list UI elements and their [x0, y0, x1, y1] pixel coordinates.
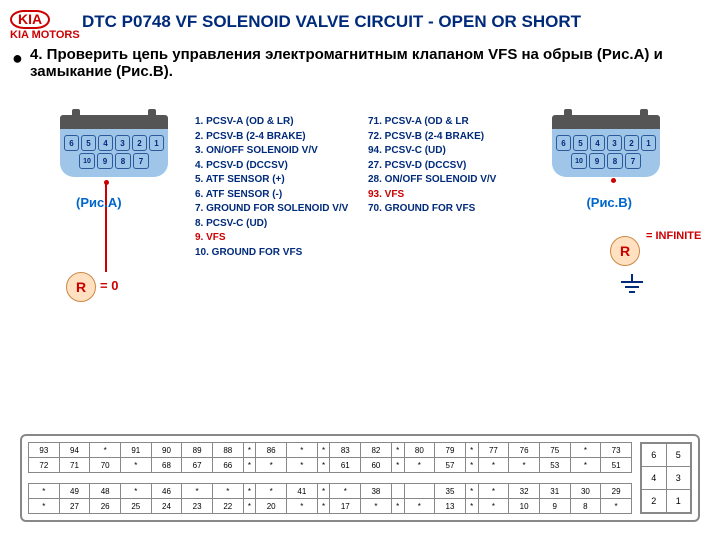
figure-a-label: (Рис.А): [76, 195, 122, 210]
pinout-item: 1. PCSV-A (OD & LR): [195, 115, 355, 130]
pinout-list-left: 1. PCSV-A (OD & LR)2. PCSV-B (2-4 BRAKE)…: [195, 115, 355, 260]
pin-2: 2: [132, 135, 147, 151]
pin-3: 3: [115, 135, 130, 151]
pinout-item: 94. PCSV-C (UD): [368, 144, 533, 159]
pinout-item: 8. PCSV-C (UD): [195, 217, 355, 232]
pin-3: 3: [607, 135, 622, 151]
bullet-icon: ●: [12, 48, 23, 69]
pinout-list-right: 71. PCSV-A (OD & LR72. PCSV-B (2-4 BRAKE…: [368, 115, 533, 217]
pinout-item: 2. PCSV-B (2-4 BRAKE): [195, 130, 355, 145]
probe-dot-b: [611, 178, 616, 183]
pinout-item: 27. PCSV-D (DCCSV): [368, 159, 533, 174]
pin-4: 4: [98, 135, 113, 151]
pin-9: 9: [97, 153, 113, 169]
pin-grid-main: 9394*91908988*86**8382*8079*777675*73727…: [28, 442, 632, 514]
pinout-item: 93. VFS: [368, 188, 533, 203]
pin-4: 4: [590, 135, 605, 151]
resistance-a-value: = 0: [100, 278, 118, 293]
pin-5: 5: [81, 135, 96, 151]
pinout-item: 72. PCSV-B (2-4 BRAKE): [368, 130, 533, 145]
pinout-item: 4. PCSV-D (DCCSV): [195, 159, 355, 174]
figure-b-label: (Рис.В): [586, 195, 632, 210]
resistance-a-circle: R: [66, 272, 96, 302]
pin-2: 2: [624, 135, 639, 151]
pin-7: 7: [133, 153, 149, 169]
pin-8: 8: [115, 153, 131, 169]
connector-b: 654321 10987: [552, 115, 660, 177]
pin-1: 1: [641, 135, 656, 151]
pinout-item: 6. ATF SENSOR (-): [195, 188, 355, 203]
connector-a: 654321 10987: [60, 115, 168, 177]
pin-6: 6: [556, 135, 571, 151]
pin-6: 6: [64, 135, 79, 151]
kia-logo: KIA KIA MOTORS: [10, 10, 80, 41]
pinout-item: 5. ATF SENSOR (+): [195, 173, 355, 188]
pin-grid-side: 654321: [640, 442, 692, 514]
pin-7: 7: [625, 153, 641, 169]
pin-9: 9: [589, 153, 605, 169]
pin-5: 5: [573, 135, 588, 151]
resistance-b-circle: R: [610, 236, 640, 266]
ecu-connector: 9394*91908988*86**8382*8079*777675*73727…: [20, 434, 700, 522]
pinout-item: 28. ON/OFF SOLENOID V/V: [368, 173, 533, 188]
pin-8: 8: [607, 153, 623, 169]
pinout-item: 3. ON/OFF SOLENOID V/V: [195, 144, 355, 159]
pinout-item: 71. PCSV-A (OD & LR: [368, 115, 533, 130]
pinout-item: 7. GROUND FOR SOLENOID V/V: [195, 202, 355, 217]
resistance-b-value: = INFINITE: [646, 230, 708, 242]
pin-10: 10: [79, 153, 95, 169]
page-title: DTC P0748 VF SOLENOID VALVE CIRCUIT - OP…: [82, 12, 710, 32]
pin-10: 10: [571, 153, 587, 169]
instruction-text: 4. Проверить цепь управления электромагн…: [30, 46, 700, 80]
pinout-item: 9. VFS: [195, 231, 355, 246]
pin-1: 1: [149, 135, 164, 151]
pinout-item: 70. GROUND FOR VFS: [368, 202, 533, 217]
pinout-item: 10. GROUND FOR VFS: [195, 246, 355, 261]
